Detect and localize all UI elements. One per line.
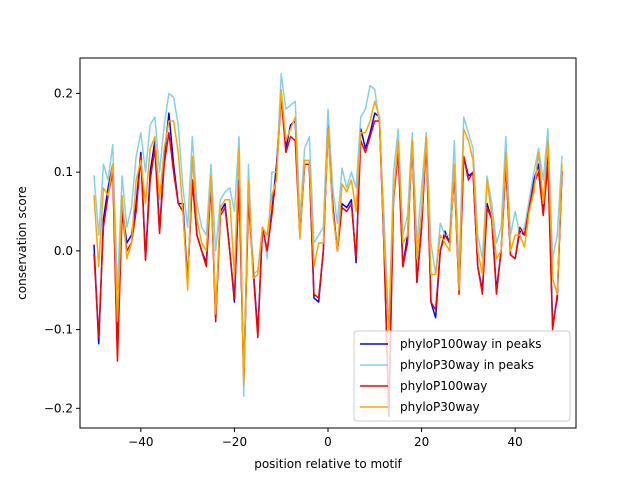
y-axis-ticks: −0.2 −0.1 0.0 0.1 0.2 (44, 86, 80, 415)
y-tick-label: 0.0 (54, 244, 73, 258)
series-layer (93, 72, 563, 417)
x-tick-label: 20 (414, 435, 429, 449)
series-line-4 (93, 88, 563, 386)
y-tick-label: −0.1 (44, 323, 73, 337)
y-tick-label: 0.2 (54, 86, 73, 100)
legend-label-3: phyloP100way (400, 379, 487, 393)
x-tick-label: 40 (508, 435, 523, 449)
x-axis-label: position relative to motif (254, 457, 402, 471)
legend-label-2: phyloP30way in peaks (400, 358, 534, 372)
legend: phyloP100way in peaks phyloP30way in peak… (353, 330, 571, 422)
x-tick-label: 0 (324, 435, 332, 449)
x-axis-ticks: −40 −20 0 20 40 (128, 428, 523, 449)
y-tick-label: 0.1 (54, 165, 73, 179)
x-tick-label: −40 (128, 435, 153, 449)
legend-label-4: phyloP30way (400, 400, 480, 414)
y-tick-label: −0.2 (44, 401, 73, 415)
y-axis-label: conservation score (15, 186, 29, 300)
legend-label-1: phyloP100way in peaks (400, 337, 542, 351)
x-tick-label: −20 (222, 435, 247, 449)
legend-box (353, 330, 571, 422)
legend-entries: phyloP100way in peaks phyloP30way in peak… (360, 337, 542, 414)
